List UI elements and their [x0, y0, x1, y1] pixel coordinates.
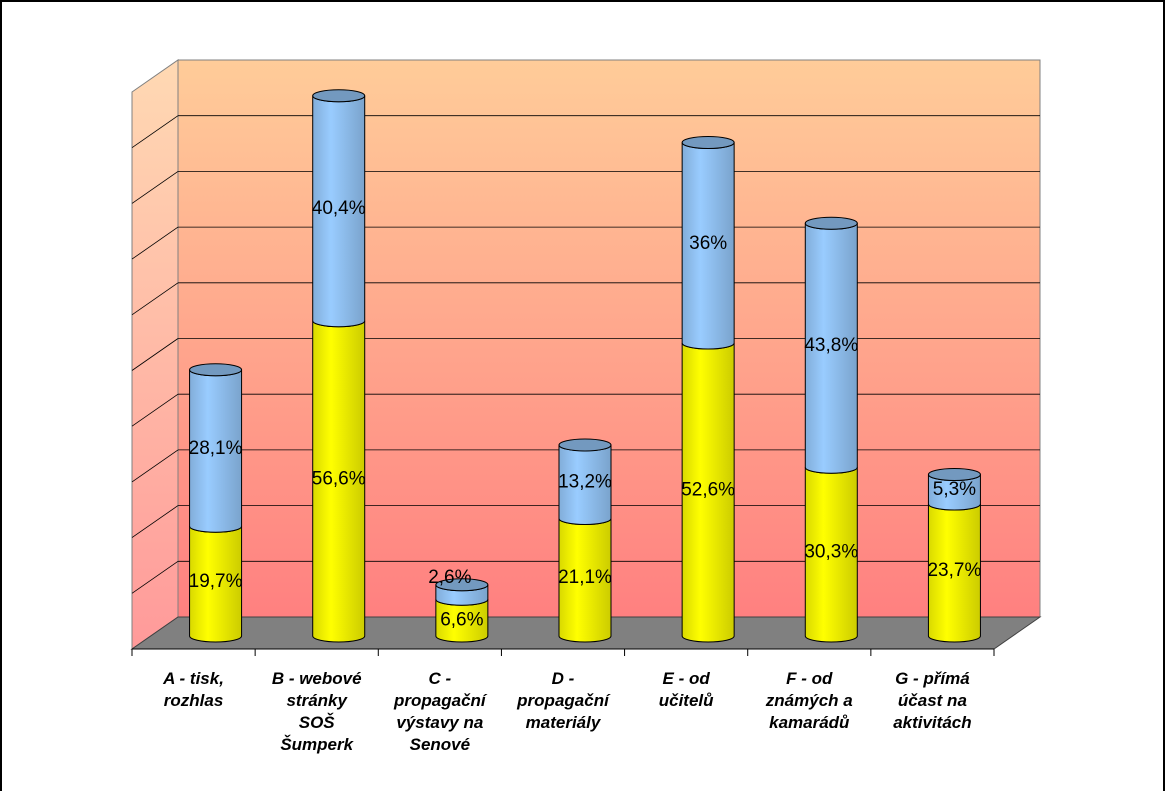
category-label-line: G - přímá [895, 669, 970, 688]
data-label-0-1: 56,6% [312, 468, 366, 489]
bar-1-5 [804, 216, 858, 474]
bar-cap-1 [312, 89, 366, 103]
category-label-line: rozhlas [163, 691, 224, 711]
data-label-1-4: 36% [689, 233, 727, 254]
category-label-line: A - tisk, [163, 669, 224, 688]
bar-1-6 [927, 467, 981, 511]
gridline-side [131, 560, 179, 594]
data-label-1-5: 43,8% [804, 335, 858, 356]
category-label-line: propagační [394, 691, 486, 711]
data-label-1-6: 5,3% [933, 479, 976, 500]
bar-1-1 [312, 89, 366, 328]
data-label-1-1: 40,4% [312, 198, 366, 219]
category-label-line: propagační [517, 691, 609, 711]
category-label-line: Šumperk [280, 735, 354, 755]
category-label-line: Senové [409, 735, 471, 755]
data-label-0-4: 52,6% [681, 480, 735, 501]
gridline-side [131, 226, 179, 260]
category-label-line: aktivitách [893, 713, 972, 733]
category-label-line: stránky [286, 691, 347, 711]
category-label-line: SOŠ [298, 713, 335, 733]
category-label-line: materiály [525, 713, 601, 733]
bar-cap-3 [558, 438, 612, 452]
bar-1-3 [558, 438, 612, 525]
category-label-line: kamarádů [769, 713, 850, 733]
category-label-2: C - propagační výstavy na Senové [378, 668, 501, 756]
category-label-line: B - webové [271, 669, 362, 688]
category-label-line: F - od [786, 669, 833, 688]
gridline-side [131, 171, 179, 204]
data-label-0-3: 21,1% [558, 567, 612, 588]
bar-1-0 [189, 363, 243, 533]
category-label-line: výstavy na [396, 713, 484, 733]
data-label-1-2: 2,6% [428, 567, 471, 588]
category-label-line: účast na [897, 691, 967, 711]
category-label-6: G - přímá účast na aktivitách [871, 668, 994, 734]
data-label-1-0: 28,1% [189, 438, 243, 459]
bar-1-2 [435, 578, 489, 606]
category-label-3: D - propagační materiály [501, 668, 624, 734]
data-label-0-2: 6,6% [440, 610, 483, 631]
category-label-line: C - [428, 669, 452, 688]
gridline-side [131, 338, 179, 371]
category-label-line: známých a [765, 691, 853, 711]
category-label-line: E - od [662, 669, 710, 688]
gridline-side [131, 505, 179, 538]
category-label-4: E - od učitelů [625, 668, 748, 712]
gridline-side [131, 449, 179, 483]
data-label-0-5: 30,3% [804, 542, 858, 563]
bar-cap-5 [804, 216, 858, 230]
bar-cap-0 [189, 363, 243, 377]
category-label-1: B - webové stránky SOŠ Šumperk [255, 668, 378, 756]
gridline-side [131, 282, 179, 316]
bar-1-4 [681, 135, 735, 350]
bar-cap-6 [927, 467, 981, 481]
bar-cap-4 [681, 135, 735, 149]
data-label-0-6: 23,7% [927, 560, 981, 581]
data-label-1-3: 13,2% [558, 472, 612, 493]
data-label-0-0: 19,7% [189, 571, 243, 592]
gridline-side [131, 115, 179, 149]
bar-cap-2 [435, 578, 489, 592]
category-label-5: F - od známých a kamarádů [748, 668, 871, 734]
gridline-side [131, 393, 179, 427]
category-label-0: A - tisk, rozhlas [132, 668, 255, 712]
category-label-line: učitelů [658, 691, 714, 711]
category-label-line: D - [551, 669, 575, 688]
